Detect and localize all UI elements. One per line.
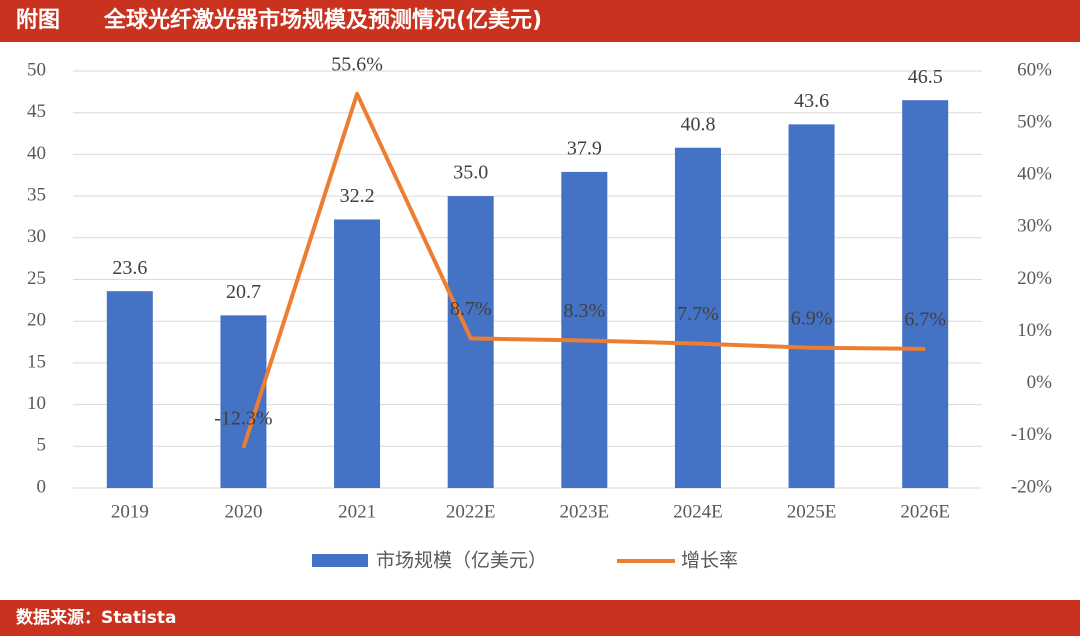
y-tick-label: 25 xyxy=(27,268,46,289)
footer-bar xyxy=(0,600,1080,636)
line-value-label: 6.9% xyxy=(791,307,833,329)
y2-tick-label: 10% xyxy=(1017,320,1052,341)
x-tick-label: 2023E xyxy=(560,501,610,522)
bar-value-label: 32.2 xyxy=(340,185,375,207)
y2-tick-label: -20% xyxy=(1011,476,1052,497)
bar-value-label: 20.7 xyxy=(226,281,261,303)
y2-tick-label: 20% xyxy=(1017,268,1052,289)
bar-value-label: 37.9 xyxy=(567,138,602,160)
header-bar xyxy=(0,0,1080,42)
bar-value-label: 35.0 xyxy=(453,162,488,184)
x-tick-label: 2019 xyxy=(111,501,149,522)
bar xyxy=(674,147,721,488)
bar-value-label: 46.5 xyxy=(908,66,943,88)
y-tick-label: 15 xyxy=(27,351,46,372)
line-value-label: 8.3% xyxy=(563,300,605,322)
x-tick-label: 2026E xyxy=(900,501,950,522)
bar xyxy=(902,100,949,488)
y-tick-label: 20 xyxy=(27,310,46,331)
y-tick-label: 10 xyxy=(27,393,46,414)
y-tick-label: 30 xyxy=(27,226,46,247)
bar xyxy=(106,291,153,488)
line xyxy=(241,91,926,449)
legend-label: 增长率 xyxy=(681,550,738,572)
y-tick-label: 5 xyxy=(37,435,47,456)
line-value-label: 6.7% xyxy=(904,308,946,330)
bar-value-label: 40.8 xyxy=(680,113,715,135)
y2-tick-label: 50% xyxy=(1017,111,1052,132)
x-tick-label: 2025E xyxy=(787,501,837,522)
line-value-label: -12.3% xyxy=(214,407,272,429)
y2-tick-label: 40% xyxy=(1017,164,1052,185)
x-tick-label: 2021 xyxy=(338,501,376,522)
line-value-label: 7.7% xyxy=(677,303,719,325)
bar xyxy=(447,196,494,488)
bar xyxy=(561,171,608,488)
y-tick-label: 0 xyxy=(37,476,47,497)
legend-label: 市场规模（亿美元） xyxy=(376,550,547,572)
y2-tick-label: 60% xyxy=(1017,59,1052,80)
bar-value-label: 43.6 xyxy=(794,90,829,112)
y-tick-label: 40 xyxy=(27,143,46,164)
y-tick-label: 50 xyxy=(27,59,46,80)
source: 数据来源：Statista xyxy=(16,607,177,628)
y2-tick-label: 0% xyxy=(1027,372,1053,393)
y2-tick-label: -10% xyxy=(1011,424,1052,445)
line-value-label: 55.6% xyxy=(331,54,383,76)
legend-swatch xyxy=(312,554,368,567)
header-label: 附图 xyxy=(16,7,60,33)
bar xyxy=(788,124,835,488)
x-tick-label: 2020 xyxy=(224,501,262,522)
chart-title: 全球光纤激光器市场规模及预测情况(亿美元) xyxy=(103,7,542,33)
x-tick-label: 2022E xyxy=(446,501,496,522)
line-value-label: 8.7% xyxy=(450,298,492,320)
y-tick-label: 35 xyxy=(27,184,46,205)
x-tick-label: 2024E xyxy=(673,501,723,522)
bar xyxy=(334,219,381,488)
y2-tick-label: 30% xyxy=(1017,216,1052,237)
bar-value-label: 23.6 xyxy=(112,257,147,279)
y-tick-label: 45 xyxy=(27,101,46,122)
